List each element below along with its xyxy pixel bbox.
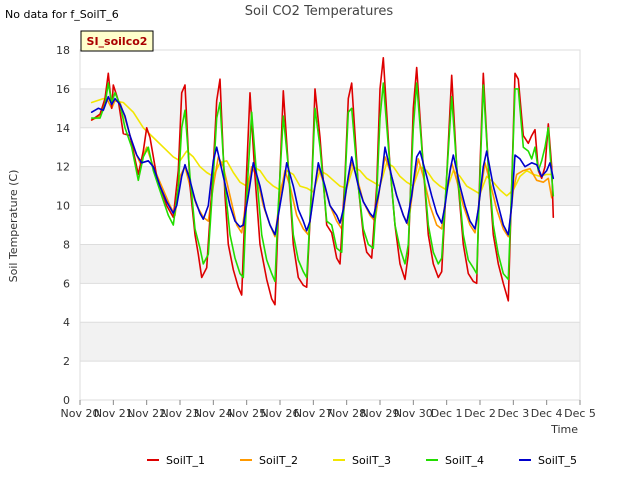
- y-tick-label: 4: [63, 316, 70, 329]
- x-tick-label: Dec 3: [497, 407, 529, 420]
- x-tick-label: Nov 21: [94, 407, 133, 420]
- plot-band: [80, 322, 580, 362]
- y-tick-label: 16: [56, 83, 70, 96]
- y-tick-label: 10: [56, 200, 70, 213]
- plot-band: [80, 244, 580, 284]
- x-axis-label: Time: [550, 423, 578, 436]
- y-axis-label: Soil Temperature (C): [7, 170, 20, 283]
- y-tick-label: 14: [56, 122, 70, 135]
- y-tick-label: 0: [63, 394, 70, 407]
- legend-label: SoilT_1: [166, 454, 205, 467]
- x-tick-label: Nov 27: [294, 407, 333, 420]
- legend-label: SoilT_4: [445, 454, 484, 467]
- x-tick-label: Dec 4: [531, 407, 563, 420]
- series-line-soilt_5: [90, 95, 555, 236]
- x-tick-label: Dec 5: [564, 407, 596, 420]
- site-badge-text: SI_soilco2: [87, 35, 148, 48]
- series-line-soilt_4: [90, 82, 555, 283]
- x-tick-label: Dec 1: [431, 407, 463, 420]
- y-tick-label: 12: [56, 161, 70, 174]
- chart-title: Soil CO2 Temperatures: [245, 4, 394, 19]
- x-tick-label: Dec 2: [464, 407, 496, 420]
- y-tick-label: 18: [56, 44, 70, 57]
- y-axis-ticks: 0 2 4 6 8 10 12 14 16 18: [56, 44, 70, 407]
- plot-band: [80, 50, 580, 89]
- x-tick-label: Nov 28: [327, 407, 366, 420]
- series-lines: [90, 57, 555, 306]
- plot-background: [79, 49, 581, 401]
- plot-band: [80, 127, 580, 167]
- x-tick-label: Nov 30: [394, 407, 433, 420]
- legend-label: SoilT_2: [259, 454, 298, 467]
- x-tick-label: Nov 26: [261, 407, 300, 420]
- y-tick-label: 8: [63, 238, 70, 251]
- x-tick-label: Nov 22: [127, 407, 166, 420]
- x-tick-label: Nov 24: [194, 407, 233, 420]
- plot-band: [80, 88, 580, 128]
- plot-band: [80, 361, 580, 400]
- x-tick-label: Nov 25: [227, 407, 266, 420]
- y-tick-label: 6: [63, 277, 70, 290]
- plot-band: [80, 283, 580, 323]
- legend-label: SoilT_3: [352, 454, 391, 467]
- y-tick-label: 2: [63, 355, 70, 368]
- x-tick-label: Nov 20: [61, 407, 100, 420]
- x-tick-label: Nov 23: [161, 407, 200, 420]
- plot-band: [80, 205, 580, 245]
- legend-label: SoilT_5: [538, 454, 577, 467]
- legend: SoilT_1 SoilT_2 SoilT_3 SoilT_4 SoilT_5: [147, 454, 577, 467]
- site-badge: SI_soilco2: [80, 30, 154, 52]
- no-data-note: No data for f_SoilT_6: [5, 8, 119, 21]
- gridlines: [80, 49, 580, 401]
- x-tick-label: Nov 29: [361, 407, 400, 420]
- site-badge-box: [80, 30, 154, 52]
